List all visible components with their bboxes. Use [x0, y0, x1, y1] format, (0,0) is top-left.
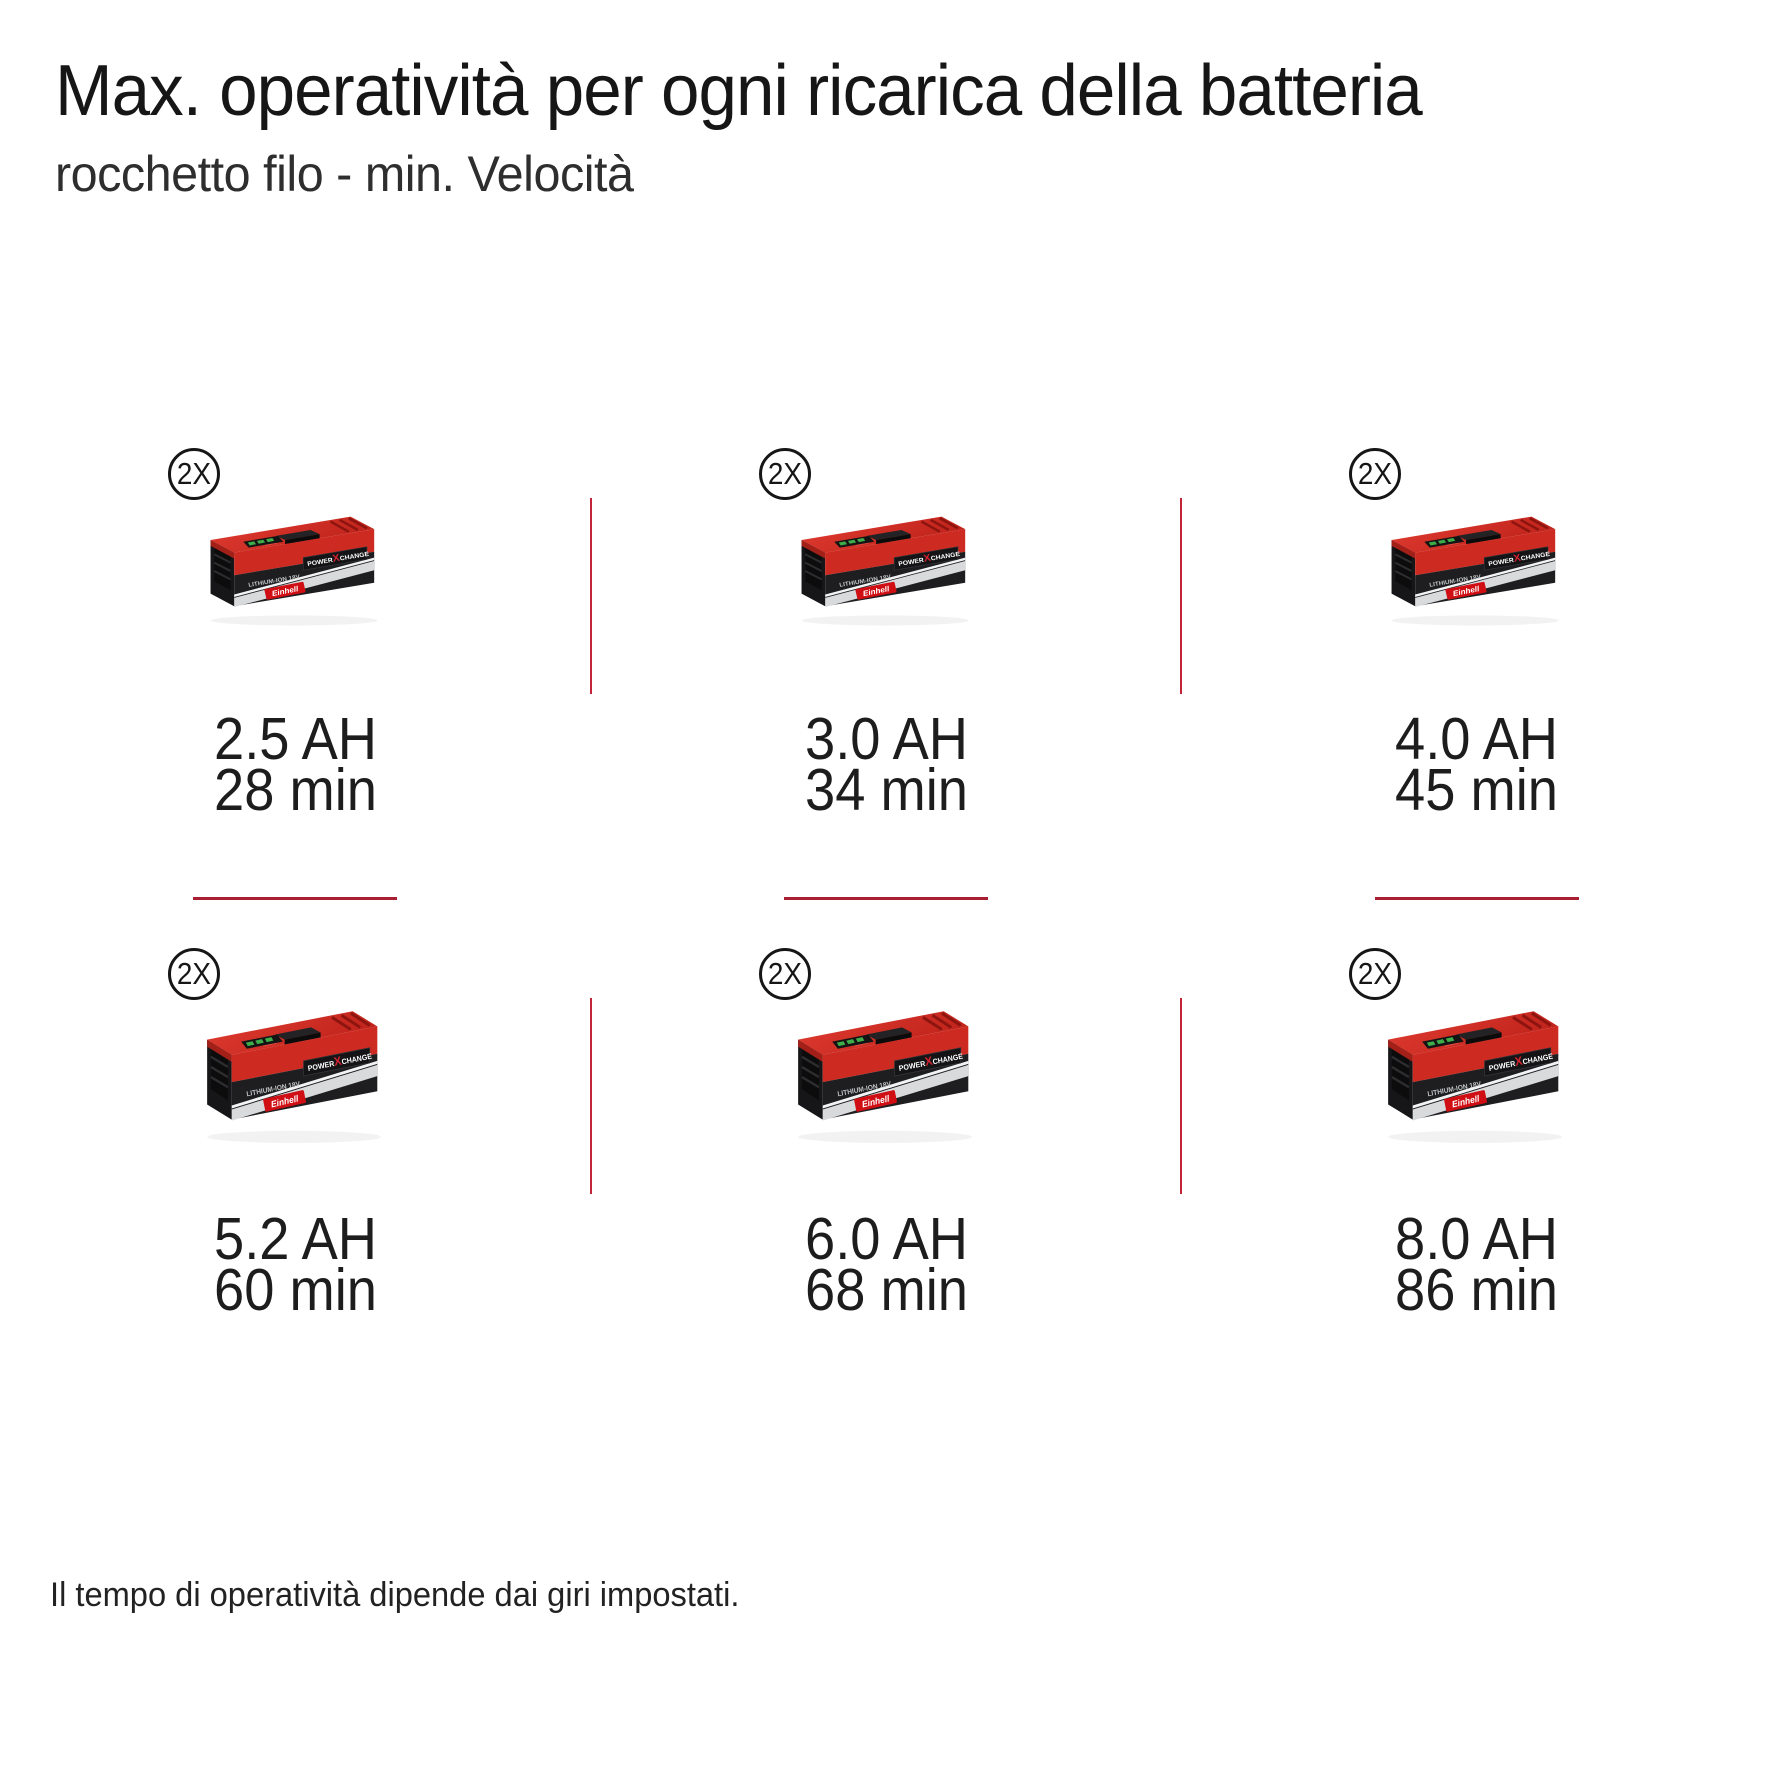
- battery-cell-3-0ah: 2X 3.0 AH 34 min: [591, 430, 1182, 930]
- capacity-label: 4.0 AH: [1395, 706, 1558, 772]
- quantity-badge: 2X: [168, 948, 220, 1000]
- vertical-divider: [1180, 998, 1182, 1194]
- quantity-badge: 2X: [759, 948, 811, 1000]
- runtime-label: 68 min: [805, 1257, 968, 1323]
- quantity-badge-label: 2X: [767, 456, 803, 491]
- battery-image: [783, 996, 991, 1146]
- page-title: Max. operatività per ogni ricarica della…: [55, 51, 1423, 131]
- vertical-divider: [590, 498, 592, 694]
- capacity-label: 2.5 AH: [214, 706, 377, 772]
- quantity-badge: 2X: [1349, 948, 1401, 1000]
- page-subtitle: rocchetto filo - min. Velocità: [55, 146, 634, 203]
- quantity-badge-label: 2X: [176, 956, 212, 991]
- runtime-label: 45 min: [1395, 757, 1558, 823]
- quantity-badge-label: 2X: [176, 456, 212, 491]
- quantity-badge-label: 2X: [1357, 956, 1393, 991]
- runtime-label: 28 min: [214, 757, 377, 823]
- horizontal-divider: [784, 897, 988, 900]
- runtime-label: 60 min: [214, 1257, 377, 1323]
- battery-cell-4-0ah: 2X 4.0 AH 45 min: [1181, 430, 1772, 930]
- vertical-divider: [590, 998, 592, 1194]
- runtime-label: 86 min: [1395, 1257, 1558, 1323]
- capacity-label: 5.2 AH: [214, 1206, 377, 1272]
- battery-cell-2-5ah: 2X 2.5 AH 28 min: [0, 430, 591, 930]
- capacity-label: 3.0 AH: [805, 706, 968, 772]
- battery-image: [192, 996, 400, 1146]
- quantity-badge-label: 2X: [767, 956, 803, 991]
- battery-image: [196, 504, 396, 628]
- horizontal-divider: [1375, 897, 1579, 900]
- battery-image: [1377, 504, 1577, 628]
- quantity-badge: 2X: [759, 448, 811, 500]
- quantity-badge: 2X: [1349, 448, 1401, 500]
- battery-cell-8-0ah: 2X 8.0 AH 86 min: [1181, 930, 1772, 1430]
- battery-cell-5-2ah: 2X 5.2 AH 60 min: [0, 930, 591, 1430]
- quantity-badge: 2X: [168, 448, 220, 500]
- battery-image: [787, 504, 987, 628]
- capacity-label: 6.0 AH: [805, 1206, 968, 1272]
- battery-image: [1373, 996, 1581, 1146]
- header: Max. operatività per ogni ricarica della…: [55, 51, 1705, 203]
- capacity-label: 8.0 AH: [1395, 1206, 1558, 1272]
- vertical-divider: [1180, 498, 1182, 694]
- horizontal-divider: [193, 897, 397, 900]
- quantity-badge-label: 2X: [1357, 456, 1393, 491]
- battery-cell-6-0ah: 2X 6.0 AH 68 min: [591, 930, 1182, 1430]
- footnote: Il tempo di operatività dipende dai giri…: [50, 1576, 740, 1614]
- runtime-label: 34 min: [805, 757, 968, 823]
